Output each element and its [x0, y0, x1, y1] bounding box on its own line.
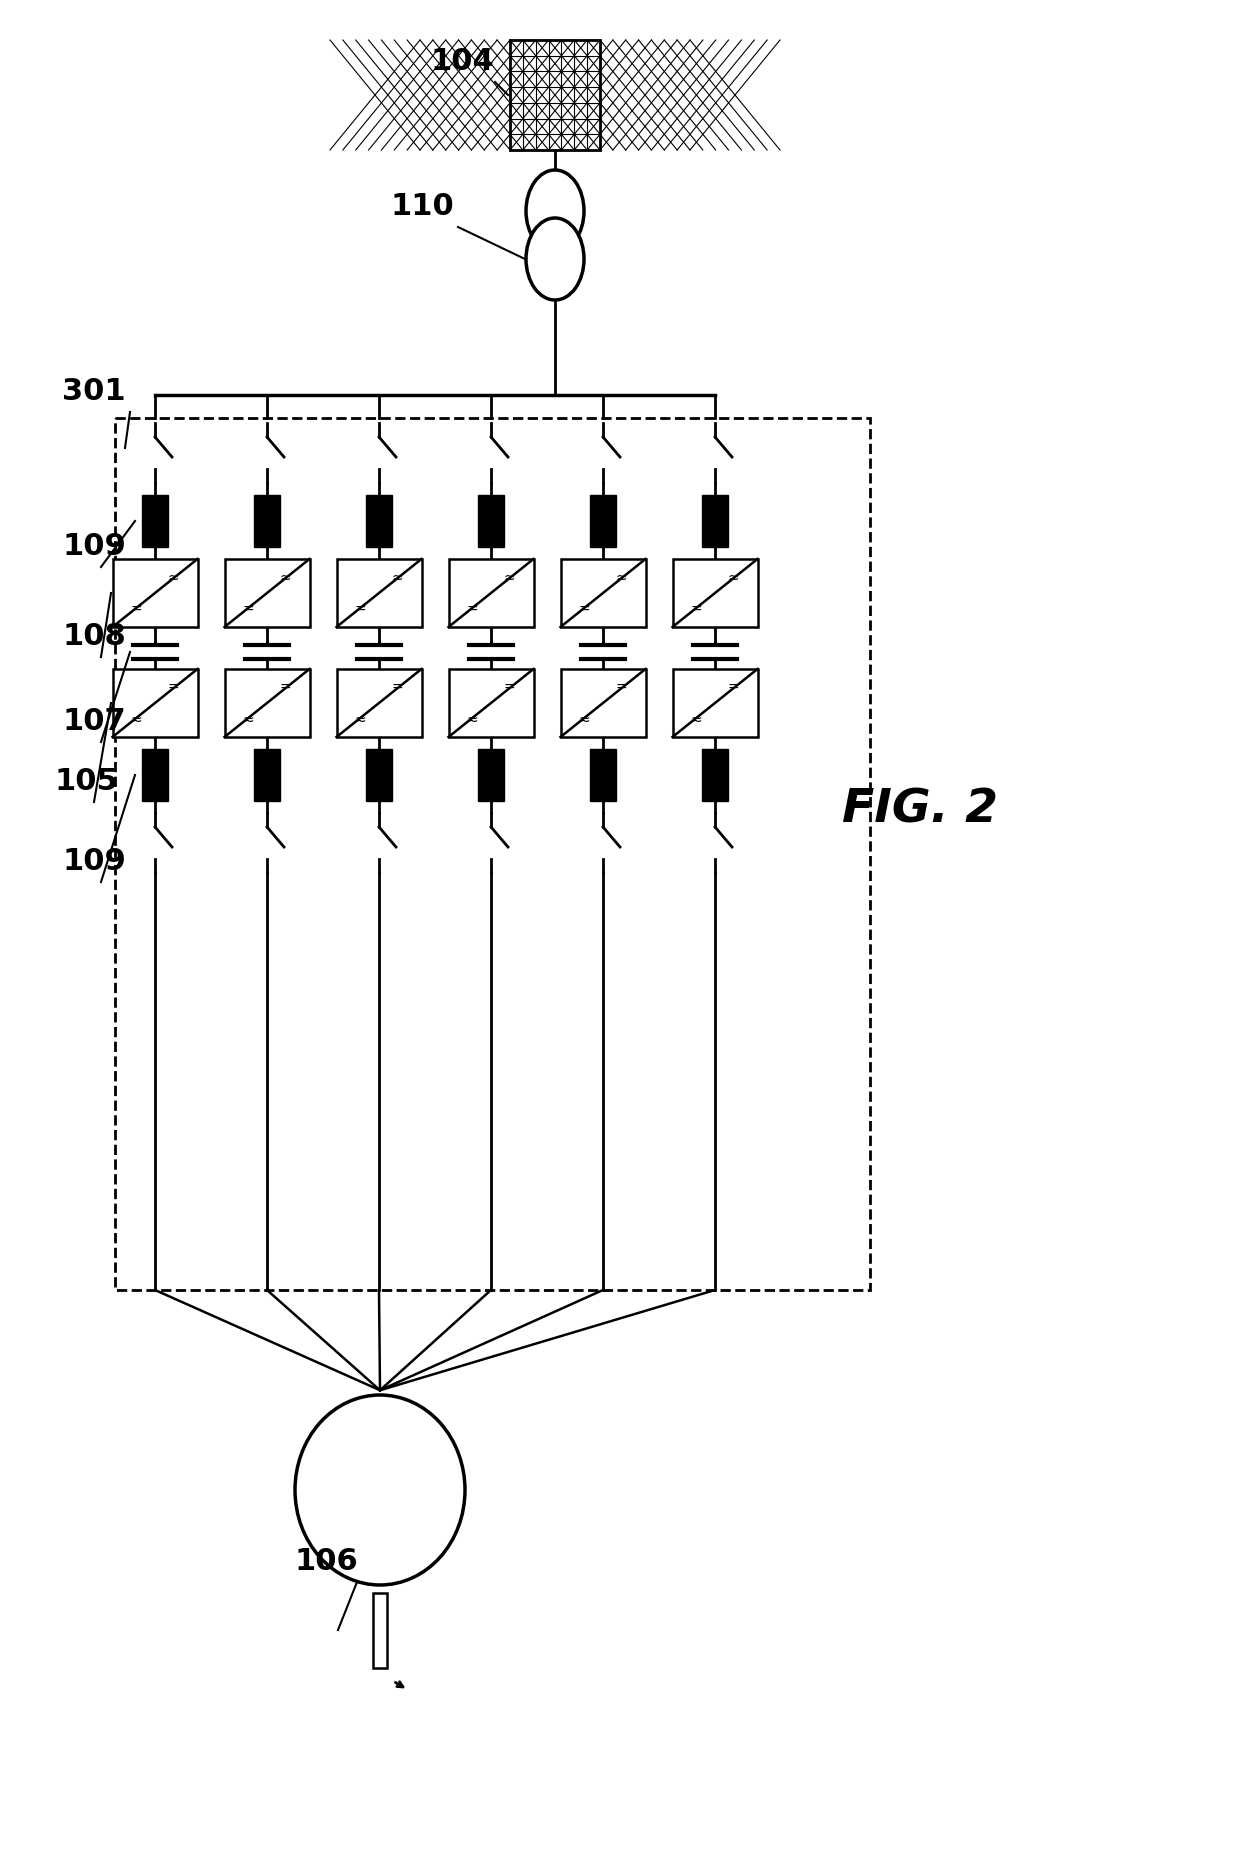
Bar: [115, 417, 870, 1290]
Text: ≈: ≈: [167, 571, 180, 586]
Text: ≈: ≈: [130, 714, 143, 727]
Bar: [590, 495, 616, 547]
Text: =: =: [167, 680, 180, 695]
Bar: [224, 669, 310, 738]
Bar: [590, 749, 616, 801]
Bar: [560, 669, 646, 738]
Text: =: =: [728, 680, 739, 695]
Text: ≈: ≈: [691, 714, 702, 727]
Text: =: =: [392, 680, 403, 695]
Bar: [336, 669, 422, 738]
Text: 106: 106: [295, 1546, 358, 1576]
Bar: [702, 749, 728, 801]
Bar: [702, 495, 728, 547]
Bar: [373, 1593, 387, 1669]
Text: 301: 301: [62, 376, 125, 406]
Text: 110: 110: [391, 193, 454, 221]
Text: ≈: ≈: [392, 571, 403, 586]
Text: 105: 105: [55, 768, 119, 795]
Text: ≈: ≈: [503, 571, 516, 586]
Text: ≈: ≈: [579, 714, 590, 727]
Ellipse shape: [526, 219, 584, 300]
Bar: [477, 749, 503, 801]
Bar: [143, 495, 167, 547]
Bar: [113, 669, 197, 738]
Text: =: =: [691, 603, 702, 617]
Text: FIG. 2: FIG. 2: [842, 788, 998, 832]
Text: 108: 108: [62, 621, 125, 651]
Text: =: =: [503, 680, 516, 695]
Text: ≈: ≈: [616, 571, 627, 586]
Bar: [113, 560, 197, 627]
Text: ≈: ≈: [466, 714, 479, 727]
Bar: [254, 495, 280, 547]
Text: ≈: ≈: [243, 714, 254, 727]
Text: =: =: [355, 603, 366, 617]
Text: ≈: ≈: [728, 571, 739, 586]
Bar: [477, 495, 503, 547]
Text: =: =: [280, 680, 291, 695]
Ellipse shape: [295, 1394, 465, 1585]
Text: 107: 107: [62, 706, 125, 736]
Text: 104: 104: [430, 46, 494, 76]
Bar: [449, 560, 533, 627]
Bar: [672, 560, 758, 627]
Text: ≈: ≈: [355, 714, 366, 727]
Bar: [560, 560, 646, 627]
Text: =: =: [466, 603, 479, 617]
Bar: [449, 669, 533, 738]
Bar: [366, 495, 392, 547]
Bar: [366, 749, 392, 801]
Text: =: =: [130, 603, 143, 617]
Bar: [224, 560, 310, 627]
Bar: [672, 669, 758, 738]
Text: =: =: [243, 603, 254, 617]
Text: =: =: [579, 603, 590, 617]
Text: ≈: ≈: [280, 571, 291, 586]
Bar: [143, 749, 167, 801]
Text: 109: 109: [62, 847, 126, 875]
Ellipse shape: [526, 171, 584, 252]
Bar: [510, 41, 600, 150]
Text: =: =: [616, 680, 627, 695]
Bar: [254, 749, 280, 801]
Bar: [336, 560, 422, 627]
Text: 109: 109: [62, 532, 126, 562]
